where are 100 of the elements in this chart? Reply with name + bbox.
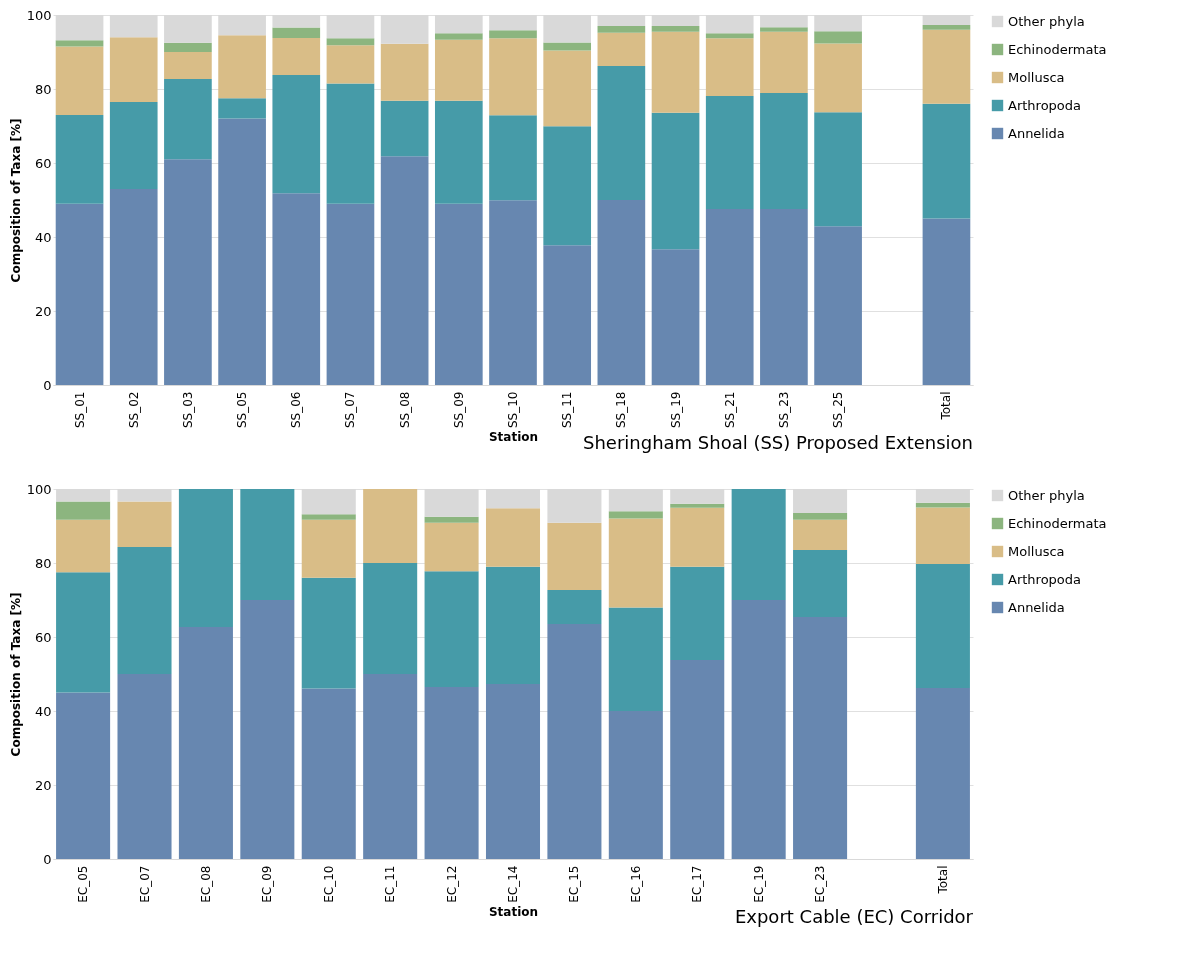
bar xyxy=(178,627,233,859)
text: Export Cable (EC) Corridor xyxy=(734,906,974,928)
legend-label: Mollusca xyxy=(1008,543,1065,559)
x-tick-label: EC_07 xyxy=(137,865,152,903)
bar xyxy=(55,40,104,47)
x-tick-label: SS_06 xyxy=(289,391,304,429)
bar xyxy=(301,514,356,520)
x-tick-label: EC_12 xyxy=(444,865,459,903)
bar xyxy=(915,507,970,565)
bar xyxy=(915,688,970,859)
bar xyxy=(272,37,321,75)
bar xyxy=(793,519,848,551)
bar xyxy=(915,502,970,508)
bar xyxy=(670,507,725,567)
legend-label: Arthropoda xyxy=(1008,97,1082,113)
legend-label: Echinodermata xyxy=(1008,41,1107,57)
bar xyxy=(489,115,537,201)
x-tick-label: SS_08 xyxy=(397,391,412,429)
bar xyxy=(363,489,418,563)
x-tick-label: SS_03 xyxy=(180,391,195,429)
bar xyxy=(705,96,754,209)
bar xyxy=(543,42,592,51)
bar xyxy=(117,674,172,859)
bar xyxy=(55,203,104,385)
bar xyxy=(793,617,848,859)
bar xyxy=(326,83,375,204)
bar xyxy=(117,547,172,674)
bar xyxy=(380,43,429,101)
bar xyxy=(814,226,862,385)
legend-label: Annelida xyxy=(1008,125,1065,141)
bar xyxy=(380,100,429,157)
bar xyxy=(218,118,266,385)
x-tick-label: EC_23 xyxy=(813,865,828,903)
x-tick-label: SS_07 xyxy=(343,391,358,429)
y-tick-label: 80 xyxy=(34,555,52,571)
y-tick-label: 60 xyxy=(34,629,52,645)
bar xyxy=(760,208,808,385)
bar xyxy=(164,159,212,385)
bar xyxy=(608,518,663,608)
bar xyxy=(705,38,754,97)
bar xyxy=(547,590,602,625)
x-tick-label: EC_15 xyxy=(567,865,582,903)
bar xyxy=(55,46,104,115)
bar xyxy=(326,203,375,385)
bar xyxy=(489,38,537,116)
bar xyxy=(814,112,862,227)
bar xyxy=(608,711,663,859)
bar xyxy=(705,33,754,39)
bar xyxy=(760,27,808,32)
y-tick-label: 60 xyxy=(34,155,52,171)
bar xyxy=(705,208,754,385)
bar xyxy=(597,66,646,200)
x-tick-label: SS_11 xyxy=(560,391,575,429)
bar xyxy=(608,607,663,711)
text: Sheringham Shoal (SS) Proposed Extension xyxy=(582,431,973,453)
bar xyxy=(543,126,592,246)
bar xyxy=(272,193,321,385)
bar xyxy=(547,624,602,859)
x-tick-label: EC_05 xyxy=(76,865,91,903)
bar xyxy=(434,33,483,40)
bar xyxy=(922,218,971,385)
bar xyxy=(363,674,418,859)
bar xyxy=(485,508,541,567)
y-axis-title: Composition of Taxa [%] xyxy=(8,118,23,283)
x-tick-label: SS_23 xyxy=(776,391,791,429)
y-tick-label: 40 xyxy=(34,229,52,245)
bar xyxy=(117,501,172,548)
y-tick-label: 80 xyxy=(34,81,52,97)
bar xyxy=(424,522,479,572)
x-tick-label: SS_09 xyxy=(451,391,466,429)
bar xyxy=(178,489,233,628)
bar xyxy=(814,31,862,44)
bar xyxy=(56,519,111,573)
x-tick-label: Total xyxy=(935,865,950,895)
x-tick-label: SS_19 xyxy=(668,391,683,429)
x-tick-label: EC_09 xyxy=(260,865,275,903)
x-tick-label: EC_16 xyxy=(628,865,643,903)
y-tick-label: 0 xyxy=(43,851,52,867)
bar xyxy=(543,245,592,385)
legend-label: Echinodermata xyxy=(1008,515,1107,531)
bar xyxy=(760,93,808,209)
x-tick-label: EC_14 xyxy=(506,865,520,903)
x-tick-label: SS_18 xyxy=(614,391,629,429)
x-tick-label: EC_10 xyxy=(321,865,336,903)
y-tick-label: 20 xyxy=(34,777,52,793)
legend-label: Mollusca xyxy=(1008,69,1065,85)
bar xyxy=(326,45,375,84)
bar xyxy=(380,156,429,385)
bar xyxy=(272,74,321,194)
bar xyxy=(109,37,158,102)
bar xyxy=(651,112,700,250)
bar xyxy=(489,30,537,39)
bar xyxy=(651,26,700,32)
x-tick-label: SS_01 xyxy=(72,391,87,429)
legend-label: Arthropoda xyxy=(1008,571,1082,587)
y-tick-label: 100 xyxy=(26,481,52,497)
bar xyxy=(915,564,970,689)
bar xyxy=(597,32,646,67)
x-tick-label: EC_17 xyxy=(690,865,705,903)
y-axis-title: Composition of Taxa [%] xyxy=(8,592,23,757)
